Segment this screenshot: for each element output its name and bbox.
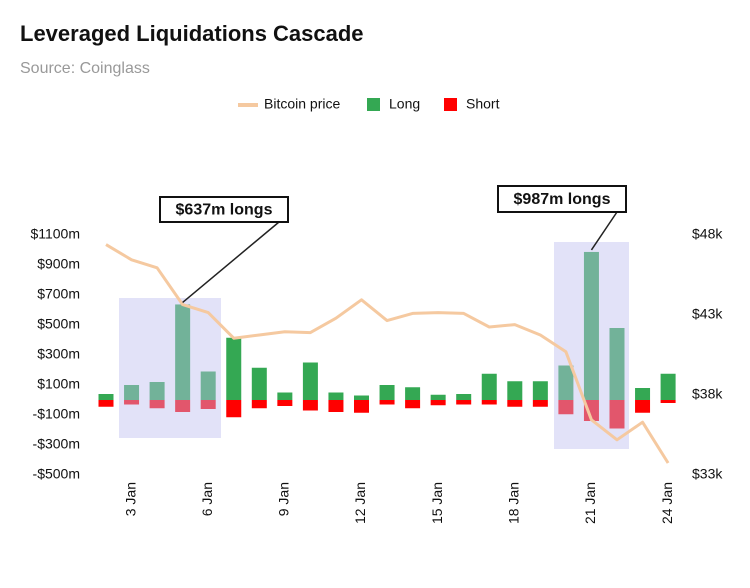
bar [149,382,165,400]
y-tick-label: $100m [37,376,80,392]
annotation-text: $987m longs [514,191,611,208]
price-line [105,243,670,464]
bar [328,400,344,412]
bar [481,400,497,405]
bar [354,400,369,413]
annotation-text: $637m longs [176,202,273,219]
y2-tick-label: $43k [692,306,723,322]
bar [200,371,216,400]
bar [660,400,676,403]
chart-subtitle: Source: Coinglass [20,60,150,77]
y-tick-label: -$300m [33,436,80,452]
bar [532,400,548,407]
bar [430,394,446,400]
bar [456,400,472,405]
bar [124,400,140,405]
bar [635,388,651,400]
bar [583,400,599,421]
bar [251,367,267,400]
annotation-leader [590,211,618,251]
bar [481,373,497,400]
bar [354,395,369,400]
legend-label: Short [466,96,500,112]
x-tick-label: 24 Jan [659,482,675,524]
x-tick-label: 6 Jan [199,482,215,516]
y-tick-label: $900m [37,256,80,272]
y-tick-label: $300m [37,346,80,362]
bar [507,381,523,400]
bar [175,304,191,400]
bar [98,394,114,400]
bar [456,394,472,400]
y-tick-label: $500m [37,316,80,332]
y-tick-label: $700m [37,286,80,302]
bar [226,400,242,418]
annotation-box [159,196,289,223]
legend-label: Long [389,96,420,112]
bar [302,400,318,411]
x-tick-label: 15 Jan [429,482,445,524]
bar [302,362,318,400]
bar [507,400,523,407]
x-tick-label: 9 Jan [276,482,292,516]
bar [609,400,625,429]
bar [124,385,140,400]
highlight-box [119,298,221,438]
legend-swatch [367,98,380,111]
legend-label: Bitcoin price [264,96,340,112]
bar [277,392,293,400]
y2-tick-label: $38k [692,386,723,402]
bar [149,400,165,409]
annotation-box [497,185,627,213]
bar [251,400,267,409]
y-tick-label: $1100m [30,226,80,242]
bar [277,400,293,406]
bar [379,400,395,405]
bar [405,387,421,400]
bar [200,400,216,409]
bar [583,251,599,400]
highlight-box [554,242,629,449]
y-tick-label: -$500m [33,466,80,482]
y-tick-label: -$100m [33,406,80,422]
bar [405,400,421,409]
x-tick-label: 3 Jan [122,482,138,516]
bar [379,385,395,400]
y2-tick-label: $33k [692,466,723,482]
bar [430,400,446,406]
bar [635,400,651,413]
bar [98,400,114,407]
bar [532,381,548,400]
legend-swatch [444,98,457,111]
annotation-leader [182,221,280,304]
bar [175,400,191,412]
y2-tick-label: $48k [692,226,723,242]
x-tick-label: 12 Jan [352,482,368,524]
chart-title: Leveraged Liquidations Cascade [20,21,364,46]
bar [226,337,242,400]
x-tick-label: 18 Jan [506,482,522,524]
bar [609,328,625,400]
bar [328,392,344,400]
bar [660,373,676,400]
bar [558,365,574,400]
x-tick-label: 21 Jan [582,482,598,524]
bar [558,400,574,415]
